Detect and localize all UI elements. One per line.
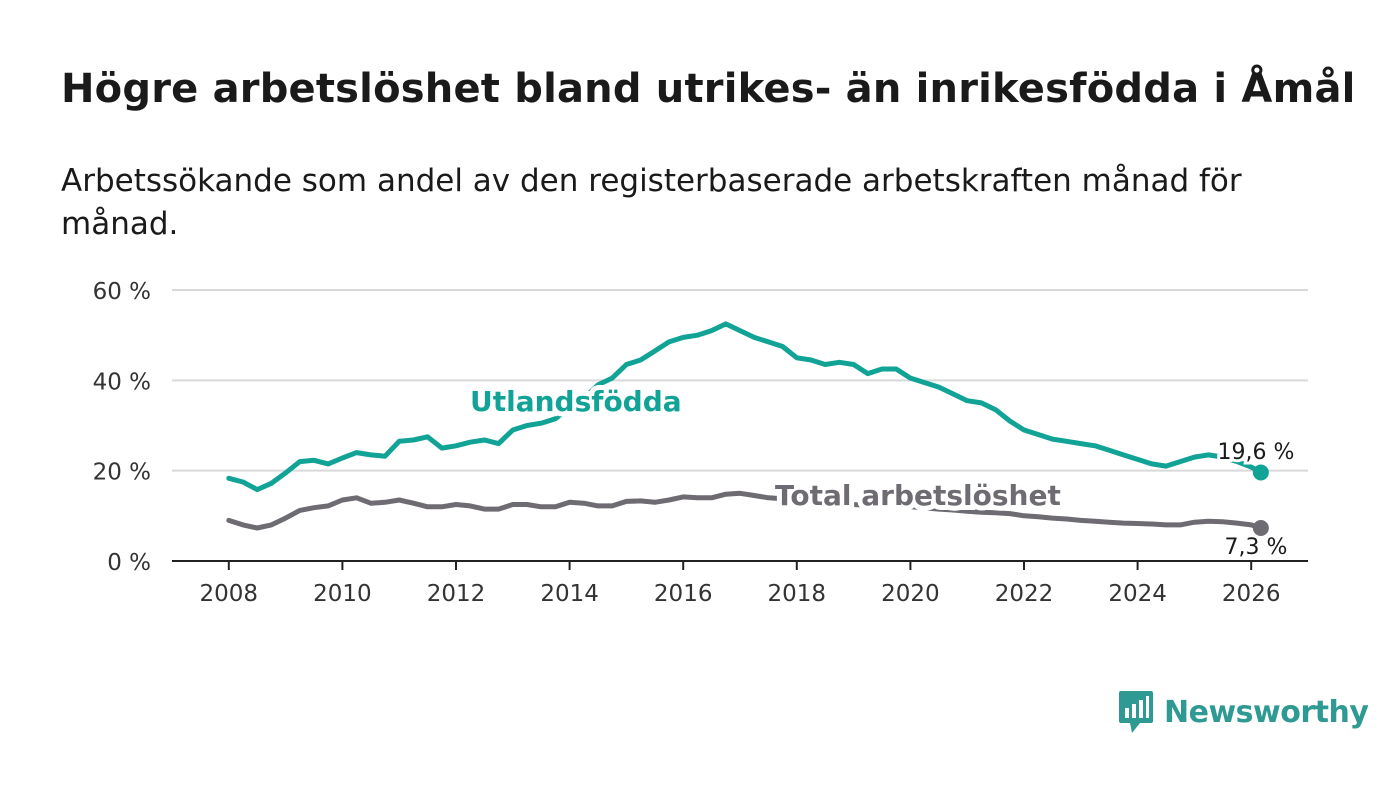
x-tick-label: 2008 — [200, 581, 259, 607]
series-line-total — [226, 490, 1264, 531]
y-tick-label: 0 % — [107, 550, 151, 576]
y-tick-label: 40 % — [93, 369, 151, 395]
x-tick-label: 2010 — [313, 581, 372, 607]
x-tick-label: 2022 — [995, 581, 1054, 607]
series-label-total: Total arbetslöshet — [775, 479, 1061, 512]
x-tick-label: 2016 — [654, 581, 713, 607]
series-label-utlandsfodda: Utlandsfödda — [470, 385, 682, 418]
newsworthy-logo-text: Newsworthy — [1164, 694, 1369, 730]
x-tick-label: 2024 — [1108, 581, 1167, 607]
series-end-point — [1252, 520, 1269, 537]
data-label-utlandsfodda-last: 19,6 % — [1218, 440, 1295, 465]
x-tick-label: 2026 — [1222, 581, 1281, 607]
newsworthy-logo-icon — [1119, 691, 1153, 733]
line-chart: 0 % 20 % 40 % 60 % 2008 2010 2012 2014 2016 2018 2… — [93, 279, 1308, 607]
x-tick-label: 2014 — [540, 581, 599, 607]
y-tick-label: 20 % — [93, 460, 151, 486]
x-tick-label: 2018 — [768, 581, 827, 607]
newsworthy-logo: Newsworthy — [1118, 690, 1369, 734]
data-label-total-last: 7,3 % — [1225, 535, 1288, 560]
series-end-point — [1252, 464, 1269, 481]
chart-title: Högre arbetslöshet bland utrikes- än inr… — [61, 66, 1356, 112]
y-tick-label: 60 % — [93, 279, 151, 305]
x-tick-label: 2020 — [881, 581, 940, 607]
x-tick-label: 2012 — [427, 581, 486, 607]
chart-subtitle: Arbetssökande som andel av den registerb… — [61, 163, 1242, 242]
series-line-utlandsfodda — [226, 321, 1264, 493]
